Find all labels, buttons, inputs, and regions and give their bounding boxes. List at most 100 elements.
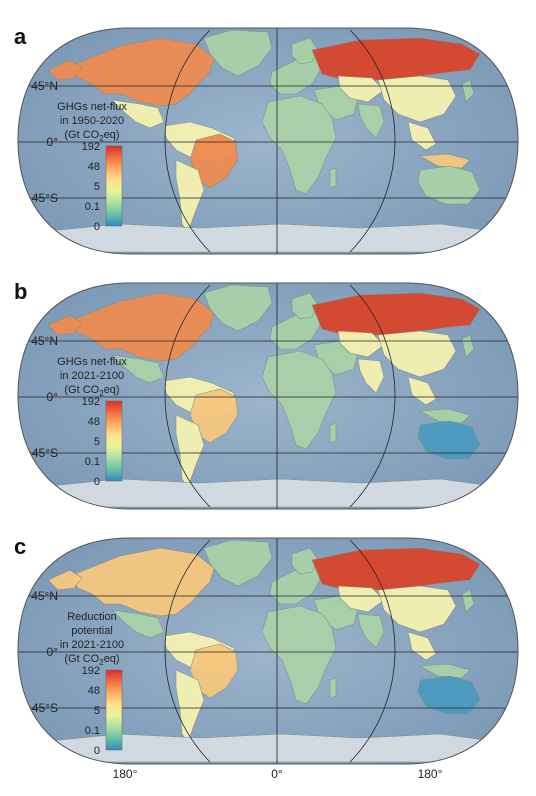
panel-letter: c — [14, 534, 26, 559]
region-central-asia — [337, 330, 385, 358]
longitude-label: 0° — [271, 767, 283, 781]
title-line: Reduction — [67, 611, 117, 623]
longitude-label: 180° — [418, 767, 443, 781]
colorbar-tick: 192 — [82, 396, 100, 408]
colorbar-tick: 0.1 — [85, 725, 100, 737]
region-china — [377, 75, 457, 123]
region-greenland — [203, 29, 273, 77]
colorbar-tick: 192 — [82, 141, 100, 153]
region-brazil — [189, 643, 239, 699]
region-southeast-asia — [407, 121, 437, 151]
region-india — [357, 358, 385, 394]
title-unit: (Gt CO2eq) — [64, 653, 119, 667]
region-north-america — [69, 547, 215, 617]
meridian-east — [349, 539, 396, 763]
region-greenland — [203, 284, 273, 332]
region-southeast-asia — [407, 376, 437, 406]
region-antarctica — [39, 733, 501, 763]
title-line: GHGs net-flux — [57, 356, 127, 368]
colorbar-tick: 0 — [94, 745, 100, 757]
title-line: in 2021-2100 — [60, 639, 124, 651]
colorbar-tick: 192 — [82, 665, 100, 677]
region-scandinavia — [291, 37, 319, 65]
region-india — [357, 103, 385, 139]
region-brazil — [189, 133, 239, 189]
region-central-asia — [337, 75, 385, 103]
colorbar-tick: 0 — [94, 476, 100, 488]
meridian-west — [164, 539, 211, 763]
latitude-label: 45°S — [32, 446, 58, 460]
region-scandinavia — [291, 547, 319, 575]
panel-letter: a — [14, 24, 27, 49]
region-madagascar — [329, 677, 337, 699]
colorbar-tick: 5 — [94, 181, 100, 193]
region-indonesia — [418, 663, 471, 679]
latitude-label: 45°N — [31, 79, 58, 93]
colorbar — [105, 669, 123, 751]
region-north-america — [69, 292, 215, 362]
colorbar — [105, 145, 123, 227]
region-alaska — [47, 569, 83, 591]
region-north-america — [69, 37, 215, 107]
region-japan — [461, 334, 475, 358]
map-panel-c: c 45°N 0° 45°S Reduction potential in 2021-210… — [14, 534, 519, 765]
latitude-label: 0° — [47, 390, 59, 404]
region-africa — [261, 95, 337, 195]
colorbar-tick: 5 — [94, 436, 100, 448]
title-line: potential — [71, 625, 113, 637]
title-unit: (Gt CO2eq) — [64, 129, 119, 143]
colorbar-tick: 0.1 — [85, 456, 100, 468]
map-body — [18, 283, 518, 509]
map-body — [18, 28, 518, 254]
colorbar-tick: 5 — [94, 705, 100, 717]
region-alaska — [47, 314, 83, 336]
region-japan — [461, 589, 475, 613]
latitude-label: 45°S — [32, 191, 58, 205]
region-central-asia — [337, 585, 385, 613]
region-india — [357, 613, 385, 649]
region-southeast-asia — [407, 631, 437, 661]
region-mexico — [111, 99, 165, 129]
globe-outline — [17, 27, 519, 255]
map-panel-b: b 45°N 0° 45°S GHGs net-flux in 2021-2100 (Gt … — [14, 279, 519, 510]
map-body — [18, 538, 518, 764]
region-indonesia — [418, 153, 471, 169]
colorbar-tick: 48 — [88, 416, 100, 428]
colorbar-tick: 48 — [88, 685, 100, 697]
latitude-label: 45°N — [31, 334, 58, 348]
map-panel-a: a 45°N 0° 45°S GHGs net-flux in 1950-2020 (Gt … — [14, 24, 519, 255]
region-australia — [417, 420, 481, 460]
region-alaska — [47, 59, 83, 81]
colorbar-tick: 48 — [88, 161, 100, 173]
meridian-west — [164, 284, 211, 508]
region-madagascar — [329, 167, 337, 189]
title-unit: (Gt CO2eq) — [64, 384, 119, 398]
panel-letter: b — [14, 279, 27, 304]
region-china — [377, 585, 457, 633]
title-line: in 2021-2100 — [60, 370, 124, 382]
latitude-label: 45°N — [31, 589, 58, 603]
region-antarctica — [39, 478, 501, 508]
globe-outline — [17, 537, 519, 765]
region-mexico — [111, 609, 165, 639]
region-australia — [417, 675, 481, 715]
region-mexico — [111, 354, 165, 384]
colorbar-tick: 0.1 — [85, 201, 100, 213]
meridian-east — [349, 29, 396, 253]
region-madagascar — [329, 422, 337, 444]
title-line: in 1950-2020 — [60, 115, 124, 127]
region-indonesia — [418, 408, 471, 424]
region-china — [377, 330, 457, 378]
latitude-label: 0° — [47, 645, 59, 659]
region-africa — [261, 605, 337, 705]
region-scandinavia — [291, 292, 319, 320]
region-antarctica — [39, 223, 501, 253]
title-line: GHGs net-flux — [57, 101, 127, 113]
longitude-label: 180° — [113, 767, 138, 781]
meridian-east — [349, 284, 396, 508]
globe-outline — [17, 282, 519, 510]
region-brazil — [189, 388, 239, 444]
region-japan — [461, 79, 475, 103]
latitude-label: 0° — [47, 135, 59, 149]
